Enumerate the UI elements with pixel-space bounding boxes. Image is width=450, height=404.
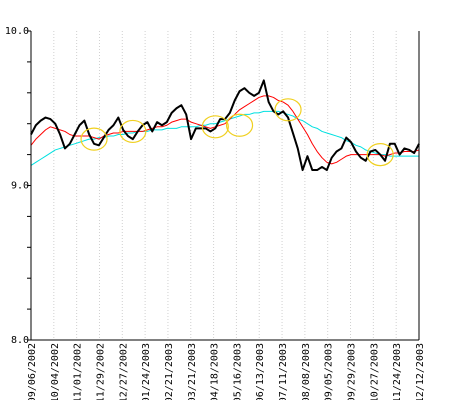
y-tick-label: 8.0 bbox=[11, 335, 29, 346]
moving-average-lines bbox=[30, 95, 420, 166]
x-tick-label: 09/06/2002 bbox=[27, 343, 38, 400]
x-tick-label: 11/01/2002 bbox=[73, 343, 84, 400]
x-tick-label: 03/21/2003 bbox=[187, 343, 198, 400]
x-tick-label: 01/24/2003 bbox=[141, 343, 152, 400]
x-tick-label: 10/27/2003 bbox=[369, 343, 380, 400]
crossover-circle bbox=[366, 143, 394, 167]
crossover-circle bbox=[225, 113, 254, 137]
x-tick-label: 12/12/2003 bbox=[415, 343, 426, 400]
x-tick-label: 02/21/2003 bbox=[164, 343, 175, 400]
x-tick-label: 12/27/2002 bbox=[118, 343, 129, 400]
crossover-circle bbox=[201, 115, 229, 139]
crossover-markers bbox=[80, 98, 394, 167]
x-tick-label: 06/13/2003 bbox=[255, 343, 266, 400]
x-tick-label: 10/04/2002 bbox=[50, 343, 61, 400]
crossover-circle bbox=[119, 119, 147, 144]
y-tick-label: 10.0 bbox=[5, 26, 29, 37]
x-tick-label: 04/18/2003 bbox=[210, 343, 221, 400]
x-tick-label: 09/05/2003 bbox=[324, 343, 335, 400]
x-tick-label: 09/29/2003 bbox=[347, 343, 358, 400]
short-moving-average-line bbox=[30, 95, 420, 165]
crossover-circle bbox=[80, 127, 108, 151]
x-tick-labels: 09/06/2002 10/04/2002 11/01/2002 11/29/2002… bbox=[27, 343, 426, 403]
x-tick-label: 08/08/2003 bbox=[301, 343, 312, 400]
x-tick-label: 05/16/2003 bbox=[232, 343, 243, 400]
x-tick-label: 07/11/2003 bbox=[278, 343, 289, 400]
axes bbox=[27, 30, 420, 341]
crossover-circle bbox=[274, 98, 302, 122]
x-tick-label: 11/29/2002 bbox=[95, 343, 106, 400]
x-tick-label: 11/24/2003 bbox=[392, 343, 403, 400]
y-tick-labels: 10.0 9.0 8.0 bbox=[5, 26, 29, 346]
y-tick-label: 9.0 bbox=[11, 181, 29, 192]
